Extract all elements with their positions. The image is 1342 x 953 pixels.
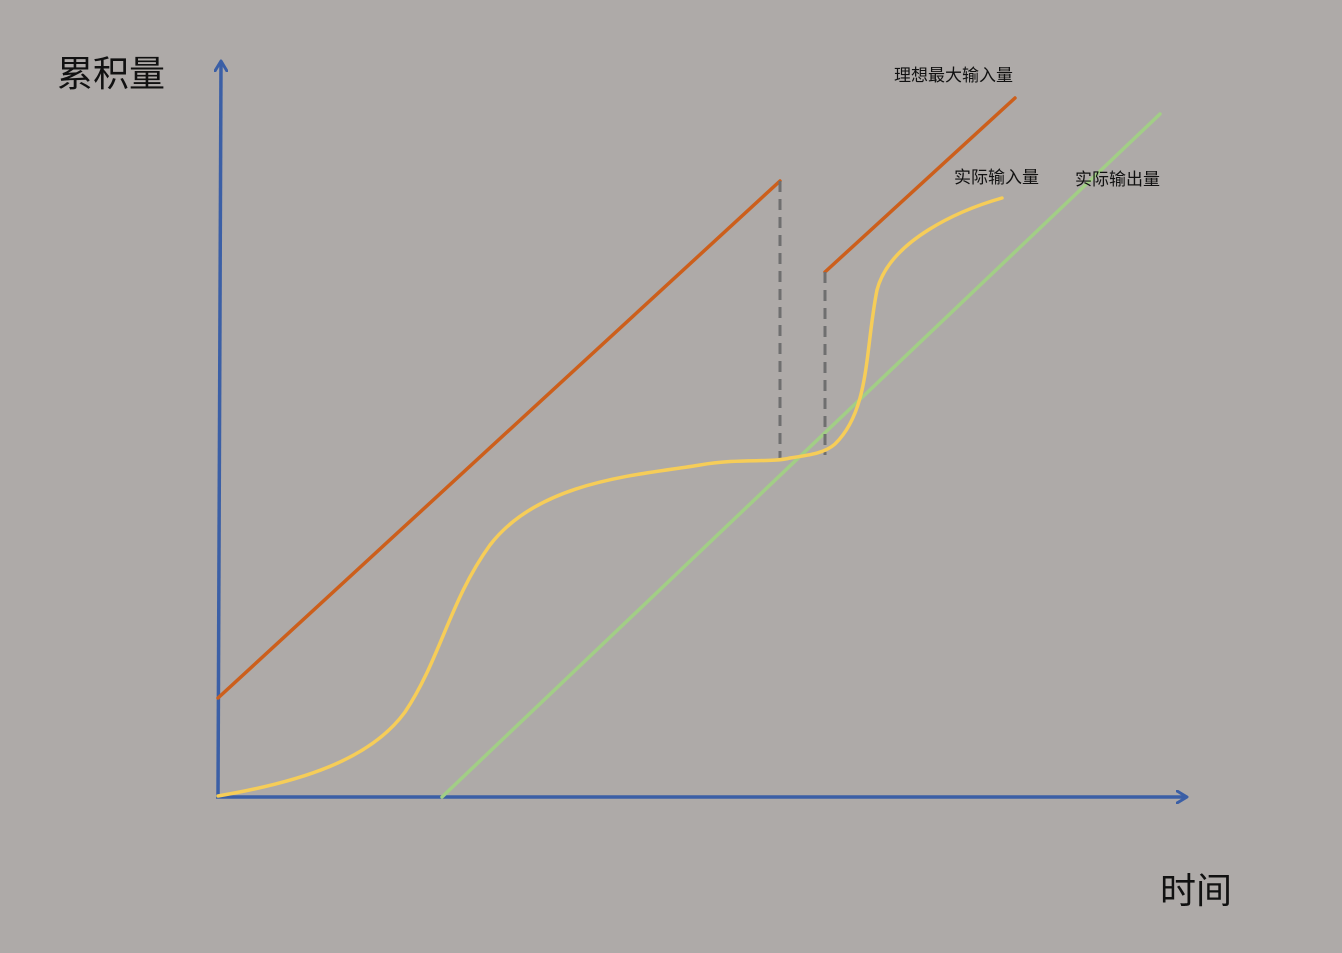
label-actual-input: 实际输入量: [954, 168, 1039, 188]
ideal-max-input-line-2: [823, 96, 1017, 274]
label-actual-output: 实际输出量: [1075, 170, 1160, 190]
actual-input-curve: [216, 196, 1004, 798]
y-axis: [218, 62, 221, 798]
x-axis-title: 时间: [1160, 871, 1232, 912]
label-ideal-max-input: 理想最大输入量: [894, 66, 1013, 86]
ideal-max-input-line-1: [216, 179, 782, 700]
y-axis-title: 累积量: [57, 54, 165, 95]
